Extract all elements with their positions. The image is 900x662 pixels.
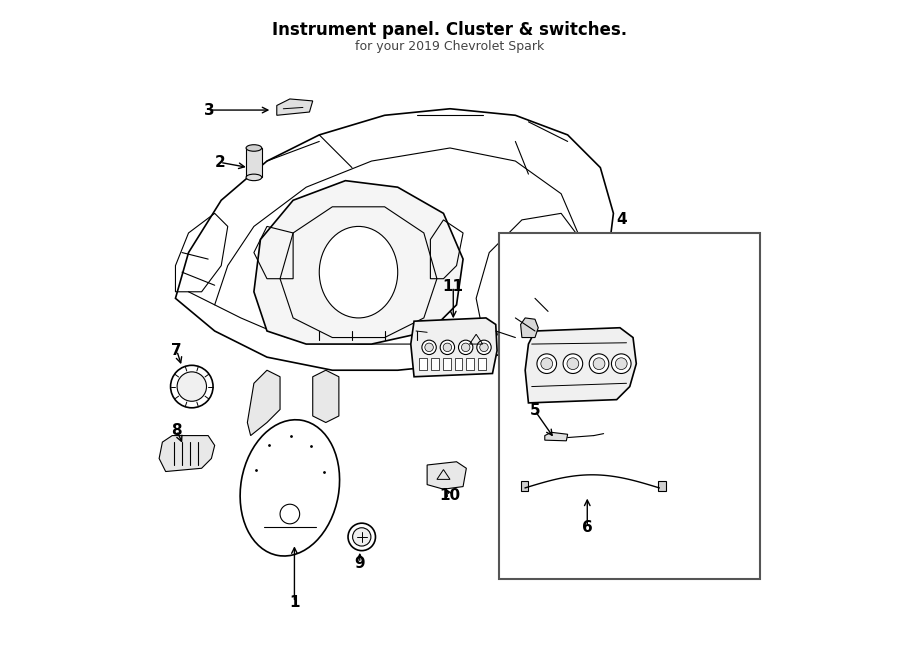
Text: for your 2019 Chevrolet Spark: for your 2019 Chevrolet Spark [356, 40, 544, 53]
Text: Instrument panel. Cluster & switches.: Instrument panel. Cluster & switches. [273, 21, 627, 38]
Ellipse shape [480, 343, 488, 352]
Polygon shape [544, 432, 568, 441]
Polygon shape [658, 481, 666, 491]
Bar [454, 358, 463, 370]
Text: 3: 3 [204, 103, 215, 118]
Ellipse shape [611, 354, 631, 373]
Polygon shape [312, 370, 339, 422]
Text: 8: 8 [172, 423, 182, 438]
Ellipse shape [177, 372, 206, 401]
Ellipse shape [171, 365, 213, 408]
Ellipse shape [425, 343, 433, 352]
Polygon shape [520, 318, 538, 338]
Ellipse shape [246, 174, 262, 181]
Polygon shape [410, 318, 497, 377]
Polygon shape [159, 436, 215, 471]
Ellipse shape [616, 357, 627, 369]
Ellipse shape [477, 340, 491, 355]
Polygon shape [277, 99, 312, 115]
Ellipse shape [443, 343, 452, 352]
Bar [478, 358, 486, 370]
Ellipse shape [280, 504, 300, 524]
Ellipse shape [563, 354, 582, 373]
Ellipse shape [240, 420, 339, 556]
Bar [466, 358, 474, 370]
Ellipse shape [348, 523, 375, 551]
Bar [499, 233, 760, 579]
Text: 9: 9 [355, 555, 365, 571]
Ellipse shape [246, 145, 262, 151]
Text: 4: 4 [616, 213, 626, 227]
Ellipse shape [458, 340, 473, 355]
Ellipse shape [567, 357, 579, 369]
Ellipse shape [541, 357, 553, 369]
Polygon shape [526, 328, 636, 403]
Text: 7: 7 [172, 343, 182, 358]
Polygon shape [246, 148, 262, 177]
Ellipse shape [593, 357, 605, 369]
Ellipse shape [320, 226, 398, 318]
Bar [443, 358, 451, 370]
Polygon shape [248, 370, 280, 436]
Ellipse shape [353, 528, 371, 546]
Ellipse shape [537, 354, 556, 373]
Text: 10: 10 [439, 488, 461, 503]
Text: 6: 6 [582, 520, 592, 535]
Text: 11: 11 [443, 279, 464, 294]
Polygon shape [520, 481, 528, 491]
Ellipse shape [462, 343, 470, 352]
Ellipse shape [440, 340, 454, 355]
Text: 1: 1 [289, 594, 300, 610]
Bar [431, 358, 439, 370]
Ellipse shape [590, 354, 608, 373]
Polygon shape [428, 461, 466, 489]
Polygon shape [254, 181, 464, 344]
Ellipse shape [422, 340, 436, 355]
Text: 5: 5 [530, 403, 540, 418]
Bar [419, 358, 428, 370]
Text: 2: 2 [214, 155, 225, 170]
Polygon shape [176, 109, 614, 370]
